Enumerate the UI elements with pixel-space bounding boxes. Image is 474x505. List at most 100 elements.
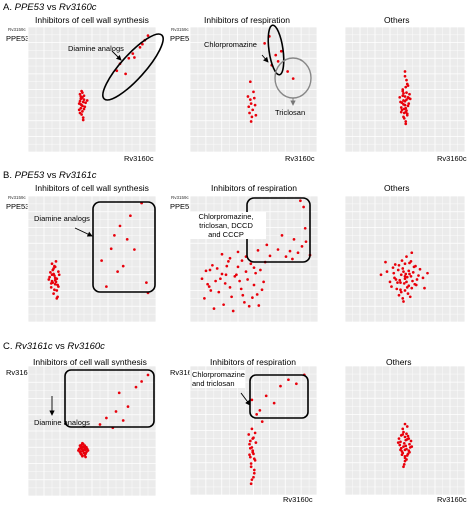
data-point bbox=[79, 452, 83, 456]
section-letter: C. bbox=[3, 341, 13, 352]
data-point bbox=[268, 254, 272, 258]
data-point bbox=[303, 226, 307, 230]
data-point bbox=[259, 268, 262, 272]
data-point bbox=[402, 465, 405, 469]
data-point bbox=[228, 256, 232, 260]
data-point bbox=[379, 273, 383, 277]
a1-x-label: Rv3160c bbox=[124, 154, 154, 163]
data-point bbox=[49, 271, 52, 274]
section-b-header: B. PPE53 vs Rv3161c bbox=[3, 170, 96, 181]
data-point bbox=[397, 263, 401, 267]
data-point bbox=[208, 268, 212, 272]
data-point bbox=[401, 94, 405, 98]
data-point bbox=[81, 454, 84, 458]
section-gene-b: Rv3160c bbox=[58, 2, 97, 13]
c1-diamine-label: Diamine analogs bbox=[34, 418, 90, 427]
data-point bbox=[133, 56, 136, 59]
scatter-panel-c3 bbox=[344, 365, 466, 496]
data-point bbox=[279, 49, 283, 53]
data-point bbox=[126, 405, 130, 408]
data-point bbox=[252, 266, 256, 270]
data-point bbox=[248, 98, 252, 102]
b2-y-label: PPE53 bbox=[170, 202, 194, 211]
data-point bbox=[138, 45, 142, 49]
data-point bbox=[219, 277, 222, 281]
b1-y-label: PPE53 bbox=[6, 202, 30, 211]
data-point bbox=[114, 410, 118, 413]
data-point bbox=[227, 260, 230, 263]
data-point bbox=[209, 289, 213, 292]
data-point bbox=[279, 384, 282, 388]
data-point bbox=[254, 441, 258, 444]
data-point bbox=[115, 69, 119, 73]
data-point bbox=[248, 442, 251, 446]
data-point bbox=[78, 92, 82, 96]
scatter-panel-b3 bbox=[344, 195, 466, 323]
data-point bbox=[250, 427, 254, 431]
data-point bbox=[417, 274, 420, 277]
section-vs: vs bbox=[44, 170, 59, 181]
a2-chlor-label: Chlorpromazine bbox=[204, 40, 257, 49]
data-point bbox=[405, 432, 408, 436]
c2-x-label: Rv3160c bbox=[283, 495, 313, 504]
data-point bbox=[401, 297, 405, 300]
data-point bbox=[257, 304, 261, 307]
b2-resp-label-line2: triclosan, DCCD bbox=[199, 221, 253, 230]
data-point bbox=[400, 108, 404, 112]
c1-y-label: Rv3161c bbox=[6, 368, 36, 377]
data-point bbox=[80, 89, 83, 93]
data-point bbox=[214, 279, 217, 283]
data-point bbox=[247, 433, 251, 436]
a2-chlor-ellipse bbox=[267, 24, 285, 76]
data-point bbox=[81, 104, 84, 108]
data-point bbox=[402, 270, 405, 273]
data-point bbox=[403, 262, 407, 266]
data-point bbox=[248, 453, 251, 457]
data-point bbox=[393, 263, 397, 266]
data-point bbox=[82, 107, 86, 111]
panel-b2-title: Inhibitors of respiration bbox=[211, 183, 297, 193]
data-point bbox=[251, 437, 255, 440]
data-point bbox=[249, 482, 253, 486]
data-point bbox=[253, 103, 257, 107]
data-point bbox=[263, 42, 266, 45]
data-point bbox=[252, 468, 256, 472]
data-point bbox=[253, 431, 257, 435]
data-point bbox=[125, 237, 129, 241]
data-point bbox=[121, 419, 125, 422]
data-point bbox=[408, 272, 411, 276]
data-point bbox=[280, 234, 284, 237]
data-point bbox=[251, 108, 255, 112]
data-point bbox=[252, 471, 256, 475]
data-point bbox=[399, 110, 403, 114]
data-point bbox=[78, 111, 82, 115]
data-point bbox=[83, 444, 87, 447]
data-point bbox=[249, 120, 253, 123]
data-point bbox=[54, 260, 58, 263]
data-point bbox=[117, 391, 121, 395]
data-point bbox=[239, 287, 243, 291]
scatter-panel-a3 bbox=[344, 26, 466, 153]
data-point bbox=[105, 285, 108, 288]
data-point bbox=[133, 248, 136, 251]
data-point bbox=[82, 451, 86, 455]
section-vs: vs bbox=[44, 2, 59, 13]
data-point bbox=[405, 458, 408, 461]
data-point bbox=[418, 267, 422, 271]
data-point bbox=[230, 295, 233, 299]
data-point bbox=[212, 307, 216, 310]
a1-y-tiny-label: Rv3159c bbox=[8, 27, 26, 32]
c2-resp-label-line1: Chlorpromazine bbox=[192, 370, 245, 379]
data-point bbox=[402, 111, 406, 115]
data-point bbox=[53, 264, 56, 268]
data-point bbox=[240, 259, 244, 262]
data-point bbox=[81, 441, 84, 445]
a3-x-label: Rv3160c bbox=[437, 154, 467, 163]
data-point bbox=[404, 120, 408, 123]
data-point bbox=[243, 300, 246, 304]
data-point bbox=[141, 42, 144, 46]
section-gene-a: PPE53 bbox=[14, 2, 45, 13]
data-point bbox=[241, 293, 245, 297]
data-point bbox=[86, 449, 90, 452]
data-point bbox=[405, 425, 409, 428]
